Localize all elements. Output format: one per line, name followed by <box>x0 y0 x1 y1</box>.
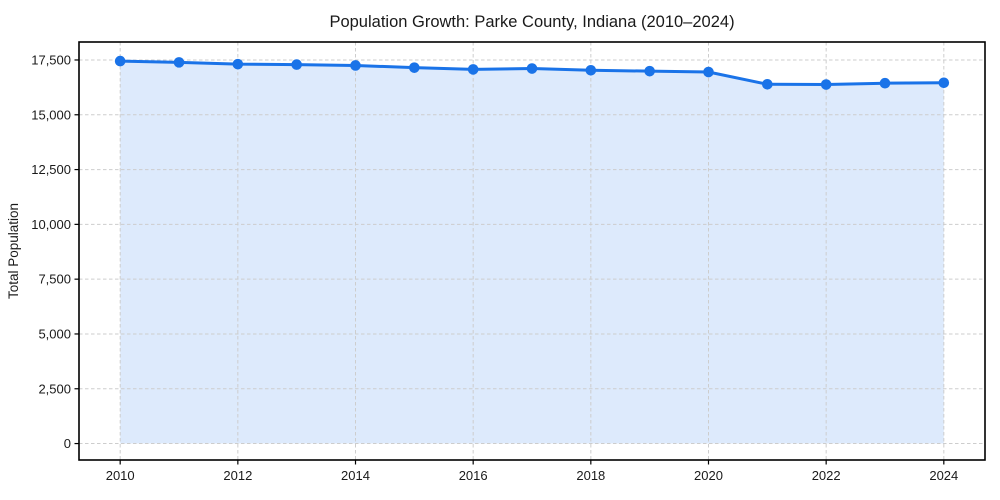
x-tick-label: 2014 <box>341 468 370 483</box>
y-tick-label: 10,000 <box>31 217 71 232</box>
axis-ticks-layer <box>74 59 945 465</box>
x-tick-label: 2022 <box>812 468 841 483</box>
data-point-marker <box>467 64 479 75</box>
data-points-layer <box>114 55 950 90</box>
data-point-marker <box>291 59 302 70</box>
data-point-marker <box>703 66 714 78</box>
y-tick-label: 12,500 <box>31 162 71 177</box>
data-point-marker <box>173 57 185 68</box>
y-axis-label: Total Population <box>6 203 21 299</box>
gridlines-layer <box>79 42 985 460</box>
plot-background <box>79 42 985 460</box>
area-fill <box>120 61 944 444</box>
data-point-marker <box>879 77 891 89</box>
y-tick-label: 2,500 <box>38 381 71 396</box>
y-tick-labels-layer: 0 2,500 5,000 7,500 10,000 12,500 15,000 17,500 <box>31 52 71 451</box>
y-tick-label: 5,000 <box>38 326 71 341</box>
data-point-marker <box>232 58 244 70</box>
data-point-marker <box>820 79 832 90</box>
data-point-marker <box>762 79 773 90</box>
x-tick-label: 2010 <box>106 468 135 483</box>
data-point-marker <box>585 64 597 76</box>
y-tick-label: 7,500 <box>38 272 71 287</box>
y-tick-label: 17,500 <box>31 52 71 67</box>
x-tick-labels-layer: 2010 2012 2014 2016 2018 2020 2022 2024 <box>106 468 959 483</box>
data-point-marker <box>350 60 361 71</box>
x-tick-label: 2016 <box>459 468 488 483</box>
x-tick-label: 2012 <box>223 468 252 483</box>
x-tick-label: 2024 <box>929 468 958 483</box>
data-point-marker <box>526 63 538 74</box>
data-point-marker <box>644 65 655 77</box>
data-point-marker <box>114 55 126 67</box>
chart-title: Population Growth: Parke County, Indiana… <box>329 13 734 31</box>
area-fill-layer <box>120 61 944 444</box>
y-tick-label: 15,000 <box>31 107 71 122</box>
y-tick-label: 0 <box>64 436 71 451</box>
x-tick-label: 2018 <box>576 468 605 483</box>
data-point-marker <box>938 77 950 89</box>
x-tick-label: 2020 <box>694 468 723 483</box>
plot-border <box>78 41 986 461</box>
data-point-marker <box>409 62 420 73</box>
